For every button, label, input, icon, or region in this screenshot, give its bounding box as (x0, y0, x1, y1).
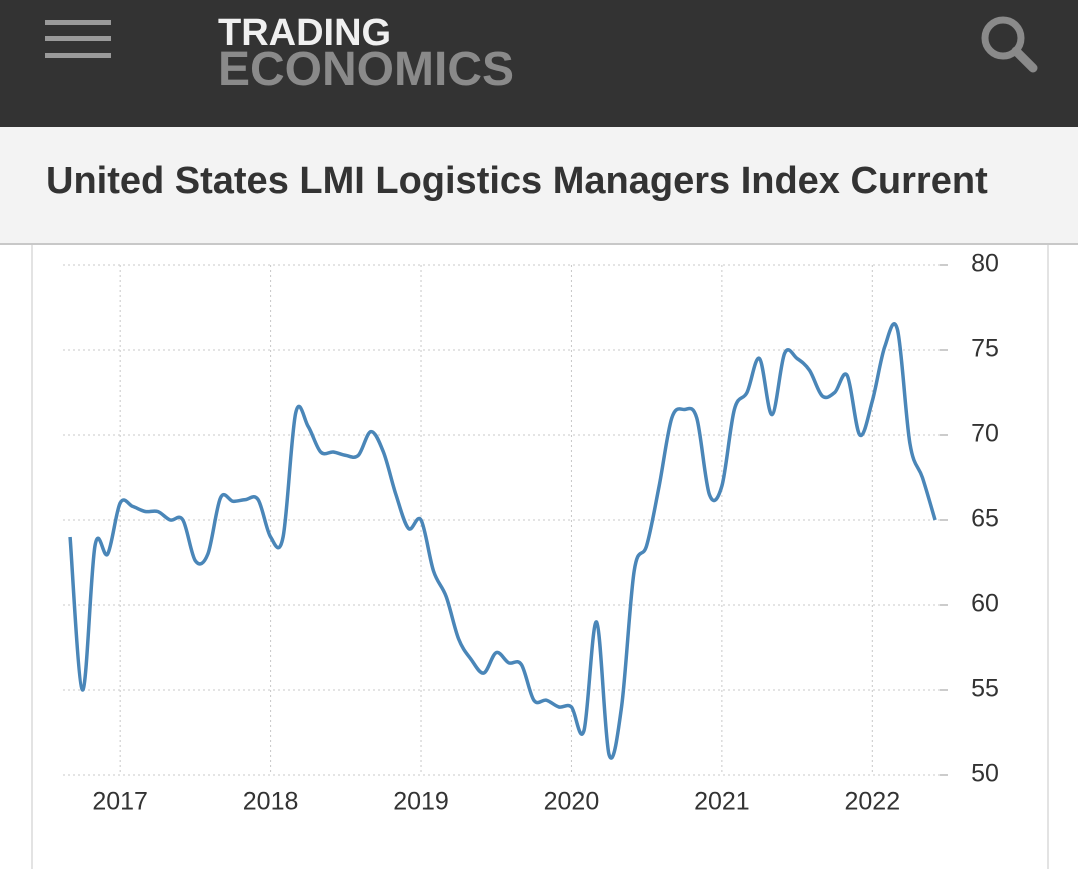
x-tick-label: 2020 (544, 788, 600, 816)
y-tick-label: 70 (971, 420, 999, 448)
y-tick-label: 80 (971, 250, 999, 278)
chart-title: United States LMI Logistics Managers Ind… (46, 160, 988, 202)
x-tick-label: 2019 (393, 788, 449, 816)
y-tick-label: 50 (971, 760, 999, 788)
y-tick-label: 75 (971, 335, 999, 363)
x-tick-label: 2017 (92, 788, 148, 816)
x-tick-label: 2021 (694, 788, 750, 816)
data-line (68, 322, 937, 760)
x-tick-label: 2018 (243, 788, 299, 816)
y-tick-label: 55 (971, 675, 999, 703)
y-tick-label: 65 (971, 505, 999, 533)
title-band (0, 127, 1078, 245)
top-bar: TRADING ECONOMICS (0, 0, 1078, 127)
menu-button[interactable] (42, 14, 122, 74)
y-tick-label: 60 (971, 590, 999, 618)
logo-bottom[interactable]: ECONOMICS (218, 43, 515, 96)
search-button[interactable] (975, 10, 1045, 80)
x-tick-label: 2022 (844, 788, 900, 816)
logo-top[interactable]: TRADING (218, 12, 392, 54)
chart: 50 55 60 65 70 75 80 2017 2018 2019 2020 2021 2022 (31, 245, 1049, 869)
